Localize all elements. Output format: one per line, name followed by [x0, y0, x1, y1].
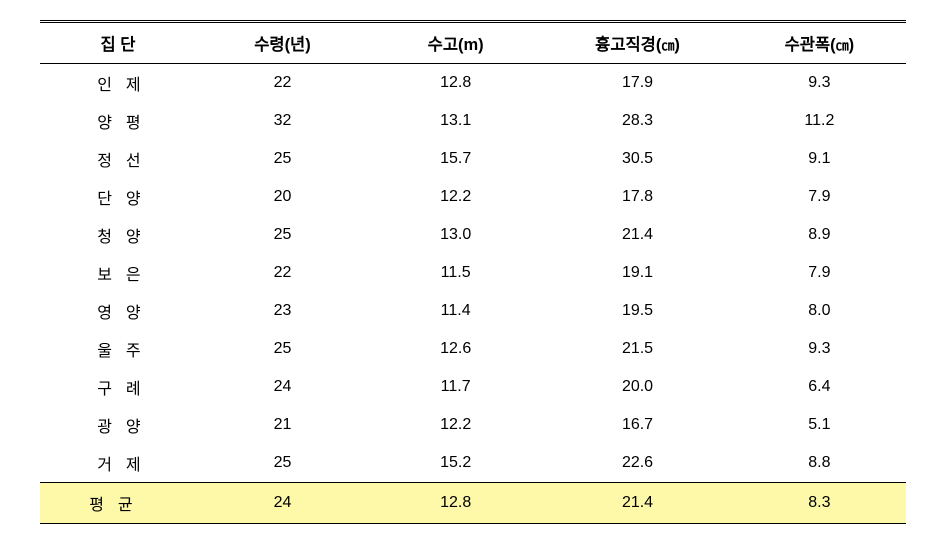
- cell-dbh: 20.0: [542, 368, 733, 406]
- table-row: 보은2211.519.17.9: [40, 254, 906, 292]
- cell-crown: 11.2: [733, 102, 906, 140]
- header-dbh: 흉고직경(㎝): [542, 22, 733, 64]
- header-crown-suffix: ): [849, 36, 855, 54]
- cell-group: 울주: [40, 330, 196, 368]
- avg-cell-group: 평균: [40, 483, 196, 524]
- cell-height: 11.4: [369, 292, 542, 330]
- table-row: 구례2411.720.06.4: [40, 368, 906, 406]
- cell-crown: 9.3: [733, 330, 906, 368]
- cell-height: 12.8: [369, 64, 542, 103]
- cell-dbh: 30.5: [542, 140, 733, 178]
- cell-crown: 8.0: [733, 292, 906, 330]
- cell-age: 24: [196, 368, 369, 406]
- cell-group: 영양: [40, 292, 196, 330]
- cell-group: 청양: [40, 216, 196, 254]
- cell-height: 13.1: [369, 102, 542, 140]
- cell-dbh: 16.7: [542, 406, 733, 444]
- cell-group: 인제: [40, 64, 196, 103]
- avg-cell-crown: 8.3: [733, 483, 906, 524]
- cell-height: 12.2: [369, 178, 542, 216]
- table-row: 청양2513.021.48.9: [40, 216, 906, 254]
- cell-dbh: 19.1: [542, 254, 733, 292]
- cell-age: 20: [196, 178, 369, 216]
- avg-cell-dbh: 21.4: [542, 483, 733, 524]
- cell-height: 15.2: [369, 444, 542, 483]
- avg-cell-height: 12.8: [369, 483, 542, 524]
- header-dbh-prefix: 흉고직경(: [595, 36, 661, 54]
- cell-crown: 8.9: [733, 216, 906, 254]
- cell-group: 광양: [40, 406, 196, 444]
- cell-age: 22: [196, 254, 369, 292]
- table-row: 영양2311.419.58.0: [40, 292, 906, 330]
- header-crown-prefix: 수관폭(: [785, 36, 836, 54]
- table-row: 정선2515.730.59.1: [40, 140, 906, 178]
- cell-dbh: 19.5: [542, 292, 733, 330]
- cell-crown: 8.8: [733, 444, 906, 483]
- cell-group: 양평: [40, 102, 196, 140]
- cell-group: 구례: [40, 368, 196, 406]
- cell-dbh: 22.6: [542, 444, 733, 483]
- average-row: 평균2412.821.48.3: [40, 483, 906, 524]
- cell-dbh: 21.4: [542, 216, 733, 254]
- cell-age: 25: [196, 140, 369, 178]
- table-row: 거제2515.222.68.8: [40, 444, 906, 483]
- cell-dbh: 17.8: [542, 178, 733, 216]
- header-crown: 수관폭(㎝): [733, 22, 906, 64]
- cell-group: 단양: [40, 178, 196, 216]
- table-row: 양평3213.128.311.2: [40, 102, 906, 140]
- table-row: 단양2012.217.87.9: [40, 178, 906, 216]
- cell-age: 25: [196, 216, 369, 254]
- cell-crown: 9.3: [733, 64, 906, 103]
- table-row: 울주2512.621.59.3: [40, 330, 906, 368]
- header-dbh-suffix: ): [674, 36, 680, 54]
- header-dbh-unit: ㎝: [661, 38, 674, 53]
- data-table: 집 단 수령(년) 수고(m) 흉고직경(㎝) 수관폭(㎝) 인제2212.81…: [40, 20, 906, 524]
- table-row: 인제2212.817.99.3: [40, 64, 906, 103]
- cell-height: 12.6: [369, 330, 542, 368]
- cell-crown: 5.1: [733, 406, 906, 444]
- cell-age: 21: [196, 406, 369, 444]
- cell-crown: 7.9: [733, 254, 906, 292]
- cell-height: 12.2: [369, 406, 542, 444]
- cell-height: 11.5: [369, 254, 542, 292]
- table-row: 광양2112.216.75.1: [40, 406, 906, 444]
- cell-crown: 9.1: [733, 140, 906, 178]
- cell-crown: 7.9: [733, 178, 906, 216]
- cell-crown: 6.4: [733, 368, 906, 406]
- cell-dbh: 17.9: [542, 64, 733, 103]
- cell-height: 13.0: [369, 216, 542, 254]
- header-group: 집 단: [40, 22, 196, 64]
- cell-age: 25: [196, 330, 369, 368]
- header-age: 수령(년): [196, 22, 369, 64]
- cell-age: 22: [196, 64, 369, 103]
- header-height: 수고(m): [369, 22, 542, 64]
- cell-age: 32: [196, 102, 369, 140]
- cell-dbh: 28.3: [542, 102, 733, 140]
- cell-group: 정선: [40, 140, 196, 178]
- cell-age: 23: [196, 292, 369, 330]
- cell-age: 25: [196, 444, 369, 483]
- header-row: 집 단 수령(년) 수고(m) 흉고직경(㎝) 수관폭(㎝): [40, 22, 906, 64]
- cell-group: 보은: [40, 254, 196, 292]
- cell-height: 15.7: [369, 140, 542, 178]
- header-crown-unit: ㎝: [836, 38, 849, 53]
- cell-dbh: 21.5: [542, 330, 733, 368]
- avg-cell-age: 24: [196, 483, 369, 524]
- cell-group: 거제: [40, 444, 196, 483]
- cell-height: 11.7: [369, 368, 542, 406]
